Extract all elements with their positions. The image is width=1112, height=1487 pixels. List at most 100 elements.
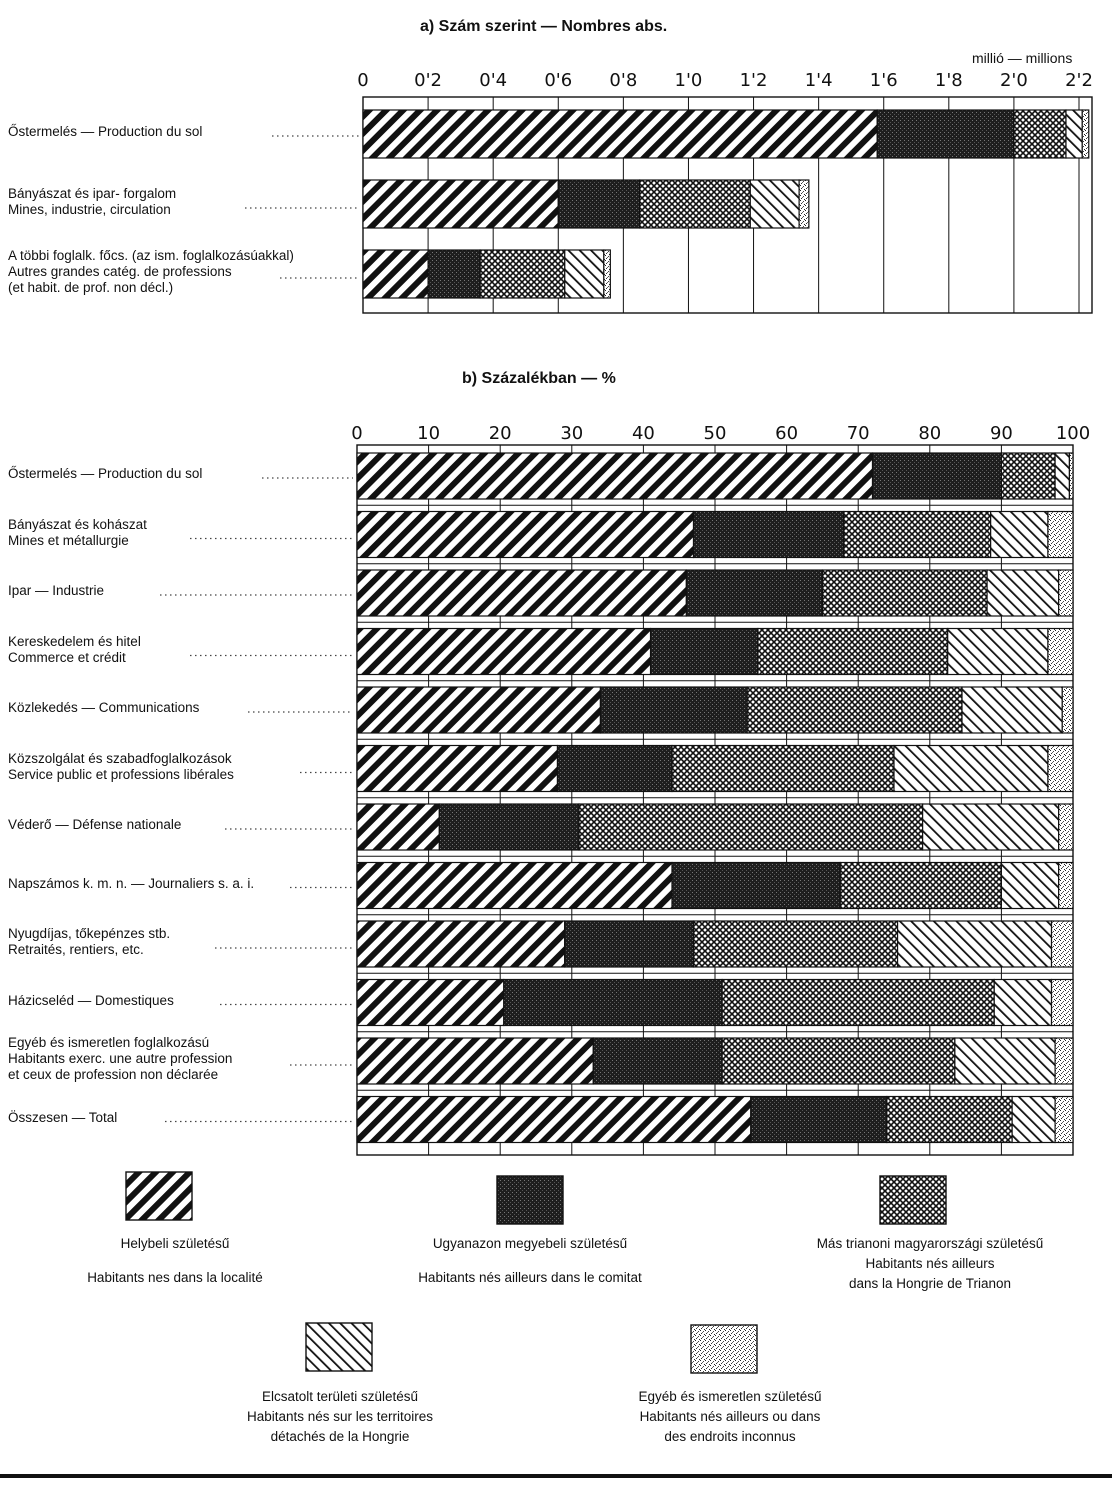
chart-a-category-label-line: A többi foglalk. főcs. (az ism. foglalko… — [8, 248, 294, 263]
chart-b-category-label-line: Mines et métallurgie — [8, 532, 129, 548]
legend-item-megye: Ugyanazon megyebeli születésű Habitants … — [370, 1172, 690, 1288]
chart-b-bar-segment-egyeb — [1047, 510, 1074, 559]
chart-b-bar-segment-megye — [671, 861, 841, 910]
legend-egyeb-fr2: des endroits inconnus — [664, 1429, 796, 1444]
chart-b-bar-segment-megye — [592, 1037, 723, 1085]
legend-elcsatolt-fr1: Habitants nés sur les territoires — [246, 1409, 434, 1424]
chart-b-category-label: Véderő — Défense nationale — [8, 817, 181, 833]
chart-b-bar-segment-trianon — [757, 627, 949, 676]
chart-b-bar-segment-elcsatolt — [954, 1037, 1056, 1085]
legend-swatch-megye — [496, 1175, 564, 1225]
chart-a-bar-segment-trianon — [1013, 109, 1067, 159]
chart-a-tick-label: 2'2 — [1065, 70, 1093, 91]
chart-b-bar-segment-megye — [556, 744, 673, 793]
chart-b-bar-segment-helybeli — [356, 978, 505, 1027]
chart-b-tick-label: 90 — [990, 423, 1013, 444]
legend-swatch-helybeli — [125, 1171, 193, 1221]
chart-b-bar-segment-megye — [692, 510, 845, 559]
chart-b-category-label: Bányászat és kohászat Mines et métallurgi… — [8, 517, 147, 549]
chart-a-tick-label: 0 — [357, 70, 368, 91]
chart-b-tick-label: 70 — [847, 423, 870, 444]
legend-trianon-fr1: Habitants nés ailleurs — [865, 1256, 995, 1271]
chart-a-tick-label: 0'8 — [609, 70, 637, 91]
chart-b-bar-segment-helybeli — [356, 452, 874, 500]
chart-b-category-label: Napszámos k. m. n. — Journaliers s. a. i… — [8, 876, 254, 892]
chart-b-category-label-line: Nyugdíjas, tőkepénzes stb. — [8, 926, 171, 941]
chart-b-category-label-line: Bányászat és kohászat — [8, 516, 147, 532]
legend-item-elcsatolt: Elcsatolt területi születésű Habitants n… — [180, 1325, 500, 1447]
chart-b-bar-segment-trianon — [721, 1037, 956, 1085]
legend-helybeli-hu: Helybeli születésű — [120, 1236, 230, 1251]
chart-b-category-label: Őstermelés — Production du sol — [8, 466, 202, 482]
chart-a-category-label-line: Őstermelés — Production du sol — [8, 124, 203, 139]
chart-a-bar-segment-megye — [876, 109, 1015, 159]
chart-a-tick-label: 1'0 — [675, 70, 703, 91]
chart-a-bar-segment-trianon — [479, 249, 566, 299]
legend-helybeli-fr: Habitants nes dans la localité — [87, 1270, 263, 1285]
chart-b-bar-segment-megye — [750, 1095, 888, 1144]
chart-b-bar-segment-egyeb — [1047, 627, 1074, 676]
chart-a-bar-segment-egyeb — [798, 179, 810, 229]
chart-a-tick-label: 1'2 — [740, 70, 768, 91]
chart-b-tick-label: 80 — [918, 423, 941, 444]
chart-b-bar-segment-elcsatolt — [1011, 1095, 1056, 1144]
chart-b-bar-segment-elcsatolt — [922, 803, 1060, 851]
chart-b-category-label-line: Napszámos k. m. n. — Journaliers s. a. i… — [8, 875, 255, 891]
chart-b-bar-segment-elcsatolt — [947, 627, 1049, 676]
chart-b-bar-segment-egyeb — [1058, 569, 1074, 617]
chart-b-category-label-line: Őstermelés — Production du sol — [8, 466, 203, 481]
legend-item-egyeb: Egyéb és ismeretlen születésű Habitants … — [570, 1325, 890, 1447]
legend-swatches — [125, 1171, 947, 1374]
chart-b-bar-segment-egyeb — [1054, 1095, 1074, 1144]
chart-b-bar-segment-egyeb — [1058, 803, 1074, 851]
chart-a-bar-segment-helybeli — [362, 109, 878, 159]
chart-b-bar-segment-megye — [503, 978, 723, 1027]
chart-a-tick-label: 1'4 — [805, 70, 833, 91]
legend-item-helybeli: Helybeli születésű Habitants nes dans la… — [40, 1172, 310, 1288]
chart-b-category-label-line: Habitants exerc. une autre profession — [8, 1051, 233, 1066]
chart-b-bar-segment-megye — [564, 920, 695, 968]
chart-b-category-label: Közszolgálat és szabadfoglalkozások Servi… — [8, 751, 234, 783]
chart-b-tick-label: 100 — [1056, 423, 1090, 444]
chart-b-bar-segment-megye — [599, 686, 748, 734]
chart-a-bar-segment-elcsatolt — [1065, 109, 1083, 159]
chart-a-category-label-line: (et habit. de prof. non décl.) — [8, 280, 174, 295]
chart-b-bar-segment-elcsatolt — [993, 978, 1053, 1027]
chart-b-bar-segment-megye — [438, 803, 580, 851]
chart-a-tick-label: 0'6 — [544, 70, 572, 91]
chart-b-bar-segment-helybeli — [356, 569, 687, 617]
chart-b-bar-segment-helybeli — [356, 1037, 594, 1085]
chart-a-bar-segment-elcsatolt — [749, 179, 800, 229]
legend-egyeb-fr1: Habitants nés ailleurs ou dans — [639, 1409, 821, 1424]
chart-a-bar-segment-egyeb — [1081, 109, 1090, 159]
chart-b-tick-label: 30 — [560, 423, 583, 444]
chart-b-bar-segment-egyeb — [1061, 686, 1074, 734]
chart-b-tick-label: 10 — [417, 423, 440, 444]
chart-b-bar-segment-egyeb — [1058, 861, 1074, 910]
chart-b-bar-segment-elcsatolt — [896, 920, 1053, 968]
legend-swatch-trianon — [879, 1175, 947, 1225]
chart-b-tick-label: 0 — [351, 423, 362, 444]
chart-a-bar-segment-egyeb — [603, 249, 611, 299]
chart-b-bar-segment-trianon — [721, 978, 995, 1027]
chart-a-category-label: Őstermelés — Production du sol — [8, 124, 202, 140]
chart-b-category-label: Közlekedés — Communications — [8, 700, 199, 716]
chart-b-bar-segment-elcsatolt — [990, 510, 1049, 559]
chart-b-category-label: Ipar — Industrie — [8, 583, 104, 599]
legend-item-trianon: Más trianoni magyarországi születésű Hab… — [760, 1172, 1100, 1294]
chart-a-tick-label: 1'6 — [870, 70, 898, 91]
chart-b-bar-segment-helybeli — [356, 1095, 752, 1144]
chart-a-bar-segment-megye — [557, 179, 641, 229]
chart-b-category-label-line: Commerce et crédit — [8, 649, 126, 665]
chart-b-bar-segment-megye — [649, 627, 759, 676]
chart-a-title: a) Szám szerint — Nombres abs. — [420, 18, 668, 35]
chart-a-bar-segment-helybeli — [362, 249, 429, 299]
chart-b-tick-label: 20 — [489, 423, 512, 444]
chart-a-bar-segment-helybeli — [362, 179, 559, 229]
legend-elcsatolt-hu: Elcsatolt területi születésű — [261, 1389, 419, 1404]
chart-a-tick-label: 2'0 — [1000, 70, 1028, 91]
chart-b-bar-segment-trianon — [1000, 452, 1056, 500]
chart-b-category-label-line: Service public et professions libérales — [8, 766, 234, 782]
chart-b-bar-segment-elcsatolt — [1054, 452, 1071, 500]
